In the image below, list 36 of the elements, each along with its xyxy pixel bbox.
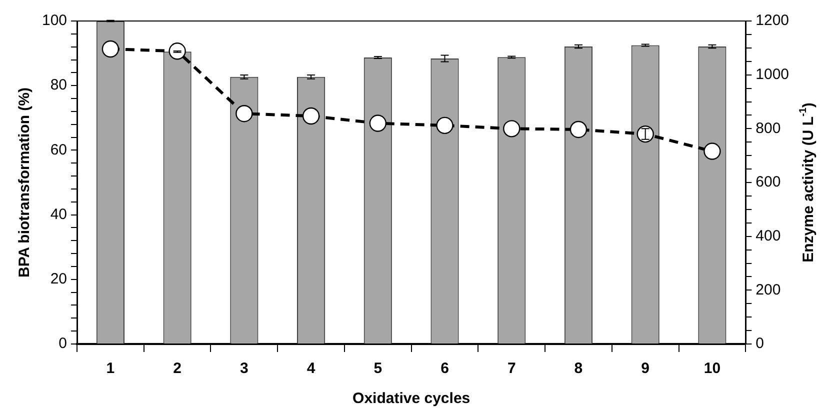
y-tick-label: 80 — [50, 76, 68, 94]
x-tick-label: 8 — [574, 360, 583, 378]
y2-tick-label: 1000 — [756, 66, 790, 83]
x-tick-label: 7 — [507, 360, 516, 378]
point — [302, 107, 320, 125]
point — [570, 120, 588, 138]
y2-tick-label: 600 — [756, 174, 781, 191]
x-tick-label: 1 — [106, 360, 115, 378]
point — [168, 42, 186, 60]
point — [436, 116, 454, 134]
point — [503, 120, 520, 138]
x-tick-label: 2 — [173, 360, 182, 378]
point — [704, 142, 721, 160]
x-tick-label: 6 — [440, 360, 449, 378]
y-tick-label: 100 — [42, 12, 68, 30]
y-tick-label: 40 — [50, 206, 68, 223]
y2-tick-label: 400 — [756, 227, 781, 244]
y-tick-label: 60 — [50, 141, 68, 158]
y-tick-label: 20 — [50, 270, 68, 288]
x-axis-title: Oxidative cycles — [352, 390, 470, 408]
point — [102, 40, 120, 58]
point — [636, 125, 654, 143]
y2-tick-label: 200 — [756, 281, 781, 298]
x-tick-label: 3 — [240, 360, 248, 378]
point — [236, 104, 253, 122]
x-tick-label: 9 — [641, 360, 650, 378]
y2-tick-label: 800 — [756, 120, 781, 137]
y2-axis-title: Enzyme activity (U L-1) — [798, 102, 818, 262]
y2-tick-label: 0 — [756, 335, 764, 352]
x-tick-label: 5 — [374, 360, 382, 378]
y-tick-label: 0 — [58, 335, 68, 352]
y2-tick-label: 1200 — [756, 12, 790, 30]
x-tick-label: 4 — [306, 360, 316, 378]
y-axis-title: BPA biotransformation (%) — [16, 88, 34, 278]
point — [369, 114, 386, 132]
x-tick-label: 10 — [704, 360, 721, 378]
